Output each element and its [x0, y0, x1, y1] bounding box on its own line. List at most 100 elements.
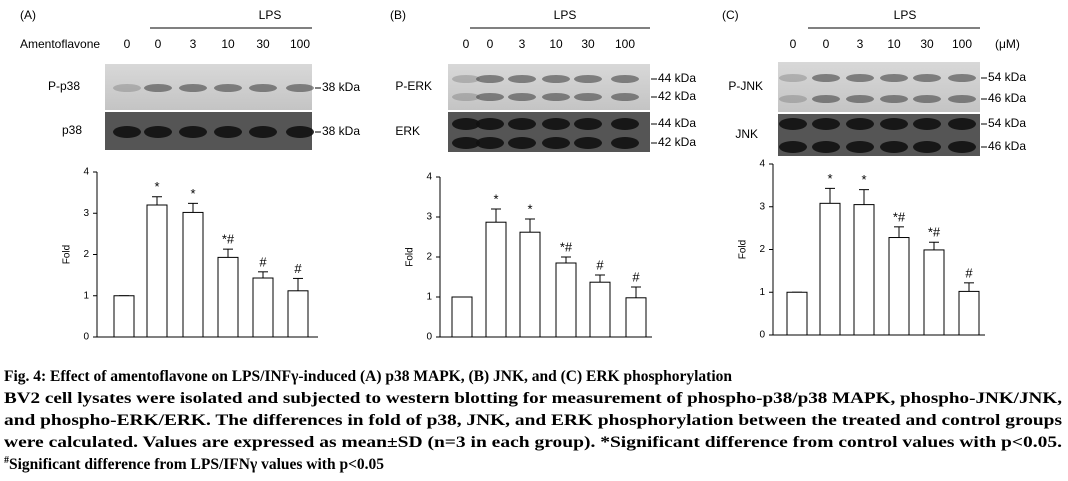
bar — [819, 202, 841, 336]
blot-band — [880, 141, 908, 153]
blot-band — [179, 126, 207, 138]
blot-band — [812, 74, 840, 82]
marker-label: 54 kDa — [988, 116, 1026, 130]
bar — [451, 296, 473, 338]
blot-band — [574, 75, 602, 83]
significance-mark: *# — [893, 209, 906, 224]
significance-mark: * — [190, 186, 195, 201]
marker-label: 42 kDa — [658, 89, 696, 103]
dose-label: 0 — [155, 37, 162, 51]
significance-mark: *# — [222, 232, 235, 247]
blot-band — [779, 74, 807, 82]
blot-band — [214, 84, 242, 92]
significance-mark: # — [632, 269, 640, 284]
bar — [589, 281, 611, 338]
bar — [958, 290, 980, 336]
blot-band — [812, 118, 840, 130]
significance-mark: # — [259, 254, 267, 269]
blot-band — [249, 84, 277, 92]
dose-label: 100 — [290, 37, 310, 51]
bar — [217, 256, 239, 338]
y-tick-label: 0 — [83, 332, 89, 343]
blot — [448, 64, 650, 110]
y-axis-label: Fold — [62, 245, 73, 264]
caption-line: BV2 cell lysates were isolated and subje… — [4, 390, 1062, 407]
dose-label: 0 — [823, 37, 830, 51]
bar — [485, 221, 507, 338]
blot-band — [913, 141, 941, 153]
marker-label: 44 kDa — [658, 116, 696, 130]
blot-band — [913, 74, 941, 82]
y-tick-label: 2 — [759, 244, 765, 255]
marker-label: 54 kDa — [988, 70, 1026, 84]
bar — [519, 231, 541, 338]
dose-label: 30 — [256, 37, 270, 51]
bar — [625, 297, 647, 338]
y-tick-label: 0 — [759, 330, 765, 341]
y-tick-label: 3 — [426, 212, 432, 223]
blot-band — [542, 75, 570, 83]
marker-label: 38 kDa — [322, 124, 360, 138]
y-tick-label: 4 — [759, 159, 765, 170]
blot-band — [214, 126, 242, 138]
blot-band — [880, 95, 908, 103]
blot-band — [249, 126, 277, 138]
panel-label: (B) — [390, 8, 406, 22]
significance-mark: * — [493, 191, 498, 206]
blot-band — [476, 137, 504, 149]
blot-band — [476, 93, 504, 101]
panel-label: (C) — [722, 8, 739, 22]
blot-band — [508, 118, 536, 130]
blot-band — [812, 141, 840, 153]
dose-label: 3 — [190, 37, 197, 51]
blot — [105, 64, 312, 110]
dose-label: 3 — [519, 37, 526, 51]
panel-label: (A) — [20, 8, 36, 22]
dose-label: 0 — [124, 37, 131, 51]
significance-mark: # — [596, 257, 604, 272]
y-tick-label: 1 — [426, 292, 432, 303]
blot-band — [611, 137, 639, 149]
significance-mark: * — [827, 171, 832, 186]
blot-band — [144, 126, 172, 138]
blot-band — [179, 84, 207, 92]
blot-band — [542, 137, 570, 149]
group-label: LPS — [554, 8, 577, 22]
blot-band — [113, 126, 141, 138]
blot-band — [779, 95, 807, 103]
blot-band — [144, 84, 172, 92]
blot-band — [542, 118, 570, 130]
blot-band — [286, 84, 314, 92]
y-tick-label: 2 — [83, 249, 89, 260]
y-axis-label: Fold — [738, 240, 749, 259]
y-tick-label: 3 — [83, 208, 89, 219]
blot-band — [880, 118, 908, 130]
marker-label: 46 kDa — [988, 91, 1026, 105]
dose-label: 30 — [920, 37, 934, 51]
unit-label: (μM) — [995, 37, 1020, 51]
blot-band — [948, 118, 976, 130]
bar — [888, 237, 910, 336]
blot-band — [948, 95, 976, 103]
bar — [113, 295, 135, 338]
y-tick-label: 2 — [426, 252, 432, 263]
y-tick-label: 1 — [759, 287, 765, 298]
blot-band — [611, 75, 639, 83]
bar — [182, 211, 204, 338]
blot-band — [812, 95, 840, 103]
marker-label: 38 kDa — [322, 80, 360, 94]
caption-line: were calculated. Values are expressed as… — [4, 434, 1062, 451]
bar — [923, 249, 945, 336]
significance-mark: # — [965, 265, 973, 280]
blot-band — [574, 93, 602, 101]
bar — [786, 291, 808, 336]
dose-label: 0 — [487, 37, 494, 51]
dose-label: 10 — [887, 37, 901, 51]
blot-label: P-JNK — [728, 79, 763, 93]
bar — [146, 204, 168, 338]
blot-band — [880, 74, 908, 82]
dose-label: 10 — [549, 37, 563, 51]
dose-label: 0 — [463, 37, 470, 51]
blot-band — [542, 93, 570, 101]
